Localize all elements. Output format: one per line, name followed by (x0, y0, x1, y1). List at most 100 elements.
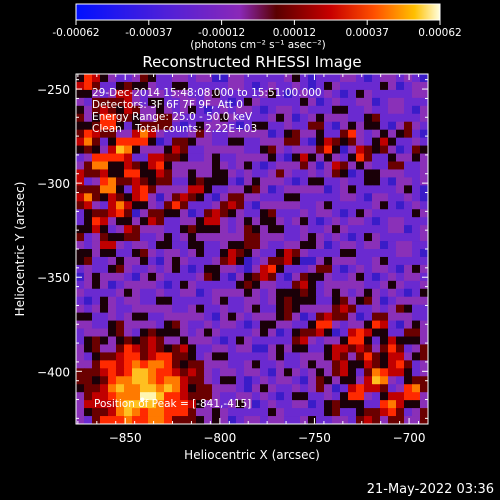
heatmap-cell (412, 74, 421, 83)
heatmap-cell (124, 384, 133, 393)
heatmap-cell (396, 74, 405, 83)
heatmap-cell (180, 288, 189, 298)
heatmap-cell (388, 137, 397, 146)
heatmap-cell (252, 241, 261, 250)
heatmap-cell (284, 352, 293, 361)
heatmap-cell (324, 344, 333, 353)
heatmap-cell (252, 137, 261, 146)
heatmap-cell (212, 74, 221, 83)
heatmap-cell (300, 121, 309, 131)
heatmap-cell (332, 185, 341, 194)
heatmap-cell (252, 121, 261, 131)
heatmap-cell (108, 121, 117, 131)
heatmap-cell (244, 288, 253, 298)
heatmap-cell (148, 81, 157, 91)
heatmap-cell (276, 81, 285, 91)
heatmap-cell (300, 177, 309, 186)
colorbar-tick-label: -0.00062 (52, 27, 99, 39)
heatmap-cell (292, 360, 301, 369)
heatmap-cell (316, 74, 325, 83)
heatmap-cell (300, 217, 309, 226)
heatmap-cell (236, 249, 245, 258)
heatmap-cell (276, 256, 285, 266)
heatmap-cell (340, 74, 349, 83)
heatmap-cell (156, 392, 165, 401)
heatmap-cell (252, 161, 261, 170)
heatmap-cell (260, 344, 269, 353)
heatmap-cell (124, 296, 133, 306)
heatmap-cell (196, 193, 205, 202)
heatmap-cell (92, 121, 101, 131)
heatmap-cell (228, 249, 237, 258)
heatmap-cell (316, 384, 325, 393)
heatmap-cell (124, 416, 133, 424)
heatmap-cell (196, 74, 205, 83)
heatmap-cell (420, 241, 428, 250)
heatmap-cell (188, 225, 197, 234)
heatmap-cell (300, 74, 309, 83)
heatmap-cell (212, 320, 221, 329)
heatmap-cell (420, 105, 428, 115)
heatmap-cell (76, 97, 85, 107)
heatmap-cell (308, 169, 317, 178)
heatmap-cell (364, 272, 373, 282)
heatmap-cell (324, 392, 333, 401)
heatmap-cell (228, 416, 237, 424)
heatmap-cell (348, 161, 357, 170)
heatmap-cell (204, 288, 213, 298)
heatmap-cell (292, 121, 301, 131)
heatmap-cell (388, 169, 397, 178)
heatmap-cell (252, 74, 261, 83)
heatmap-cell (396, 328, 405, 337)
heatmap-cell (380, 145, 389, 154)
heatmap-cell (132, 368, 141, 377)
heatmap-cell (236, 408, 245, 417)
heatmap-cell (180, 241, 189, 250)
heatmap-cell (124, 177, 133, 186)
heatmap-cell (396, 384, 405, 393)
heatmap-cell (220, 201, 229, 210)
heatmap-cell (364, 408, 373, 417)
heatmap-cell (340, 217, 349, 226)
heatmap-cell (324, 384, 333, 393)
heatmap-cell (148, 304, 157, 314)
heatmap-cell (388, 121, 397, 131)
heatmap-cell (420, 169, 428, 178)
heatmap-cell (284, 368, 293, 377)
heatmap-cell (212, 193, 221, 202)
heatmap-cell (268, 97, 277, 107)
heatmap-cell (124, 137, 133, 146)
heatmap-cell (164, 225, 173, 234)
heatmap-cell (252, 105, 261, 115)
heatmap-cell (324, 129, 333, 139)
heatmap-cell (396, 121, 405, 131)
heatmap-cell (180, 264, 189, 274)
heatmap-cell (132, 384, 141, 393)
heatmap-cell (412, 97, 421, 107)
heatmap-cell (284, 384, 293, 393)
heatmap-cell (140, 304, 149, 314)
heatmap-cell (212, 288, 221, 298)
heatmap-cell (212, 272, 221, 282)
heatmap-cell (116, 264, 125, 274)
heatmap-cell (356, 304, 365, 314)
heatmap-cell (388, 312, 397, 321)
heatmap-cell (372, 344, 381, 353)
heatmap-cell (244, 169, 253, 178)
heatmap-cell (84, 368, 93, 377)
heatmap-cell (148, 193, 157, 202)
heatmap-cell (124, 376, 133, 385)
heatmap-cell (212, 81, 221, 91)
heatmap-cell (372, 264, 381, 274)
heatmap-cell (404, 241, 413, 250)
heatmap-cell (244, 81, 253, 91)
heatmap-cell (372, 209, 381, 218)
heatmap-cell (204, 352, 213, 361)
annotation-energy-range: Energy Range: 25.0 - 50.0 keV (92, 111, 253, 123)
heatmap-cell (140, 209, 149, 218)
heatmap-cell (228, 169, 237, 178)
heatmap-cell (188, 384, 197, 393)
heatmap-cell (412, 416, 421, 424)
heatmap-cell (316, 288, 325, 298)
heatmap-cell (148, 89, 157, 99)
